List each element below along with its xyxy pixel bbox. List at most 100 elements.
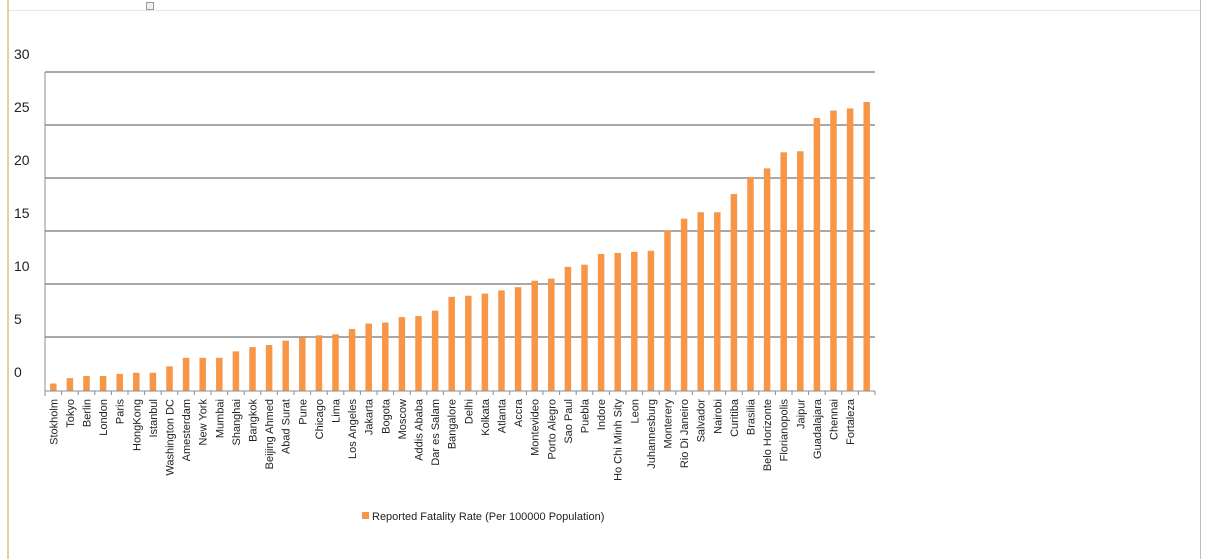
x-tick-label: Nairobi [712,399,724,434]
bars [50,102,870,392]
bar [664,230,671,391]
bar [232,351,240,391]
y-tick-label: 10 [14,258,30,274]
x-tick-label: Shanghai [231,399,243,446]
bar [83,376,90,391]
bar [315,335,323,391]
x-tick-label: Accra [513,398,525,427]
bar [846,108,854,392]
x-tick-label: Indore [596,399,608,430]
bar [714,212,721,391]
x-tick-label: Mumbai [214,399,226,438]
bar [747,176,754,391]
bar [730,194,738,391]
x-tick-label: Salvador [696,399,708,443]
top-border [9,10,1200,11]
left-border [7,0,9,559]
bar [332,334,339,391]
y-tick-label: 15 [14,205,30,221]
bar [199,357,206,391]
bar [548,278,555,391]
x-tick-label: Montevideo [530,399,542,456]
bar [597,253,605,391]
legend: Reported Fatality Rate (Per 100000 Popul… [362,511,604,523]
x-tick-label: Florianopolis [779,399,791,462]
x-tick-label: Stokholm [48,399,60,445]
bar [149,372,157,391]
bar [813,118,821,391]
legend-swatch [362,512,369,519]
x-tick-label: Belo Horizonte [762,399,774,471]
bar [415,316,422,391]
bar [780,152,787,391]
x-axis-tick-labels: Stokholm Tokyo Berlin London Paris HongKong Is… [48,398,857,481]
bar [282,340,289,391]
bar [133,372,140,391]
x-tick-label: Berlin [82,399,94,427]
bar [631,251,638,391]
bar [182,357,190,391]
x-tick-label: Curitiba [729,398,741,437]
bar [431,310,439,391]
x-tick-label: Porto Alegro [546,399,558,460]
x-tick-label: Paris [115,399,127,425]
x-tick-label: Los Angeles [347,399,359,459]
y-tick-label: 25 [14,99,30,115]
x-tick-label: Tokyo [65,399,77,428]
bar [581,264,588,391]
bar [365,323,372,391]
bar [697,212,704,391]
x-tick-label: Juhannesburg [646,399,658,469]
x-tick-label: New York [198,399,210,446]
y-tick-label: 20 [14,152,30,168]
bar [166,366,173,391]
x-tick-label: Beijing Ahmed [264,399,276,469]
x-tick-label: Pune [297,399,309,425]
bar [299,337,306,391]
x-tick-label: Lima [331,398,343,423]
bar [614,252,621,391]
x-tick-label: Jakarta [364,398,376,435]
y-tick-label: 0 [14,364,22,380]
bar [863,102,870,391]
bar [249,347,256,391]
y-tick-label: 30 [14,46,30,62]
x-tick-label: Ho Chi Minh Sity [613,399,625,481]
bar [680,218,688,391]
bar [216,357,223,391]
x-tick-label: Amesterdam [181,399,193,461]
bar [448,296,455,391]
bar [564,266,572,391]
bar [763,168,771,391]
bar [481,293,489,391]
y-axis-tick-labels: 30 25 20 15 10 5 0 [14,46,30,380]
x-tick-label: Bangalore [447,399,459,449]
x-tick-label: Chennai [829,399,841,440]
bar [830,110,837,391]
bar [797,151,804,391]
bar [265,344,273,391]
bar [398,317,406,391]
x-tick-label: Kolkata [480,398,492,436]
resize-handle-icon[interactable] [146,2,154,10]
x-tick-label: Brasilia [746,398,758,435]
x-tick-label: Dar es Salam [430,399,442,466]
x-tick-label: Istanbul [148,399,160,438]
x-tick-label: London [98,399,110,436]
x-tick-label: Bogota [380,398,392,434]
bar [465,295,472,391]
x-tick-label: Bangkok [248,399,260,442]
bar [647,250,655,391]
x-tick-label: Sao Paul [563,399,575,444]
bar [531,280,538,391]
x-tick-label: Chicago [314,399,326,439]
bar [99,376,107,391]
x-tick-label: Abad Surat [281,399,293,454]
y-tick-label: 5 [14,311,22,327]
x-tick-label: HongKong [131,399,143,451]
x-tick-label: Washington DC [165,399,177,476]
axes [44,72,876,396]
bar [66,378,74,391]
